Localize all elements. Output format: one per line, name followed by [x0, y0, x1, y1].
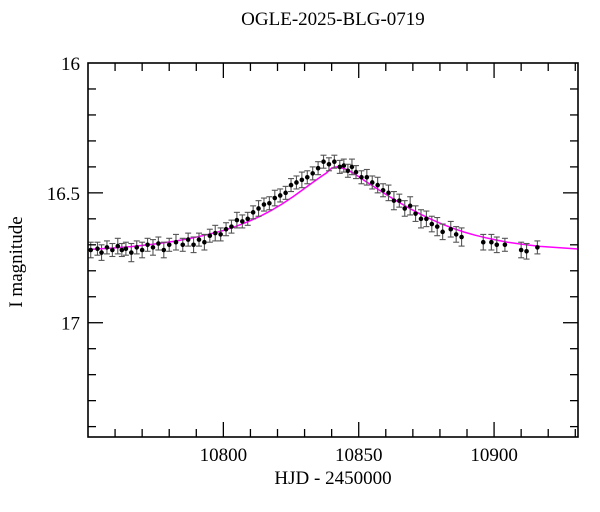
- plot-frame: [87, 62, 579, 438]
- y-tick-label: 16: [61, 54, 80, 75]
- y-tick-labels: 16 16.5 17: [47, 54, 80, 335]
- model-curve: [87, 166, 579, 251]
- x-tick-label: 10800: [200, 445, 248, 466]
- data-points: [87, 154, 541, 263]
- y-tick-label: 16.5: [47, 184, 80, 205]
- x-axis-label: HJD - 2450000: [274, 468, 392, 489]
- x-tick-labels: 10800 10850 10900: [200, 445, 518, 466]
- axis-ticks: [88, 63, 578, 437]
- x-tick-label: 10850: [335, 445, 383, 466]
- y-tick-label: 17: [61, 314, 80, 335]
- x-tick-label: 10900: [470, 445, 518, 466]
- chart-title: OGLE-2025-BLG-0719: [241, 9, 425, 30]
